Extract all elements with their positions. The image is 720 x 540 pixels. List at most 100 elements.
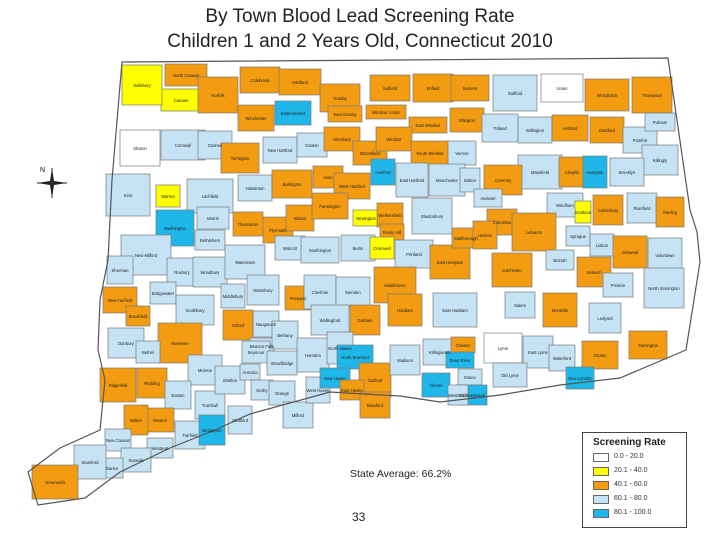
town-label: Suffield (383, 86, 398, 91)
legend-label: 20.1 - 40.0 (614, 467, 648, 474)
town-ansonia (239, 363, 261, 381)
town-north-stonington (643, 267, 685, 309)
town-label: Bozrah (553, 258, 567, 263)
town-label: Portland (406, 252, 422, 257)
town-thomaston (232, 211, 264, 237)
legend-label: 0.0 - 20.0 (614, 453, 644, 460)
town-label: Woodbury (200, 270, 220, 275)
town-label: Derby (256, 388, 268, 393)
town-bethel (135, 340, 161, 364)
town-salem (504, 291, 536, 319)
town-label: Manchester (436, 178, 458, 183)
town-east-lyme (522, 335, 554, 369)
town-new-canaan (104, 428, 132, 452)
town-label: Vernon (455, 151, 469, 156)
town-enfield (412, 73, 454, 103)
town-label: Lebanon (526, 230, 543, 235)
north-arrow-icon: N (37, 167, 67, 198)
town-label: East Lyme (528, 350, 548, 355)
town-label: Salisbury (133, 83, 151, 88)
town-label: Waterford (553, 356, 572, 361)
town-east-windsor (408, 116, 448, 134)
town-voluntown (647, 237, 683, 273)
legend-swatch (593, 481, 609, 490)
town-wallingford (310, 304, 350, 336)
town-haddam (387, 293, 423, 327)
town-label: Guilford (368, 378, 383, 383)
town-woodbury (192, 256, 228, 288)
town-label: Prospect (290, 296, 307, 301)
legend-label: 40.1 - 60.0 (614, 481, 648, 488)
legend-row: 0.0 - 20.0 (593, 453, 683, 463)
town-label: Putnam (653, 120, 668, 125)
town-label: Durham (358, 318, 373, 323)
town-label: Coventry (495, 178, 513, 183)
town-label: Ridgefield (109, 383, 128, 388)
town-label: Naugatuck (256, 322, 277, 327)
town-label: Groton (594, 353, 607, 358)
town-label: Old Saybrook (459, 393, 485, 398)
town-chaplin (558, 156, 586, 188)
town-ellington (449, 107, 485, 133)
town-label: Haddam (397, 308, 413, 313)
town-label: Brooklyn (619, 170, 636, 175)
town-label: Kent (124, 193, 133, 198)
town-label: Torrington (231, 156, 250, 161)
town-clinton (421, 372, 451, 398)
town-label: Lyme (498, 346, 509, 351)
town-label: East Haven (341, 388, 363, 393)
town-label: Weston (153, 418, 168, 423)
town-east-hartford (395, 162, 429, 198)
town-lebanon (511, 212, 557, 252)
town-salisbury (121, 64, 163, 106)
town-label: Thomaston (238, 222, 260, 227)
town-label: Cornwall (175, 143, 191, 148)
town-label: Clinton (429, 383, 443, 388)
town-label: Fairfield (183, 433, 199, 438)
town-stratford (227, 405, 253, 435)
town-label: Hartford (375, 170, 391, 175)
town-label: Seymour (248, 350, 265, 355)
town-label: Sterling (663, 210, 678, 215)
town-label: Woodbridge (271, 361, 294, 366)
town-label: Hebron (478, 233, 492, 238)
legend-label: 60.1 - 80.0 (614, 495, 648, 502)
town-east-haven (339, 379, 365, 401)
town-label: Middlebury (223, 294, 244, 299)
town-orange (268, 380, 296, 406)
town-groton (581, 340, 619, 370)
town-label: Canaan (174, 98, 189, 103)
town-canterbury (592, 194, 624, 226)
town-label: Deep River (450, 358, 472, 363)
town-colchester (491, 252, 533, 288)
legend-row: 40.1 - 60.0 (593, 481, 683, 491)
town-hartford (370, 158, 396, 186)
town-label: Lisbon (596, 243, 609, 248)
town-plainfield (626, 192, 658, 224)
town-winchester (237, 104, 275, 132)
town-east-haddam (432, 292, 478, 328)
town-label: East Haddam (442, 308, 468, 313)
town-label: Meriden (345, 290, 361, 295)
town-label: South Windsor (416, 151, 444, 156)
north-label: N (40, 167, 45, 174)
town-norwalk (120, 447, 152, 473)
town-label: Milford (292, 413, 305, 418)
town-milford (282, 401, 314, 429)
town-label: Wolcott (283, 246, 298, 251)
town-brookfield (125, 305, 151, 327)
town-label: Granby (333, 96, 348, 101)
town-label: Ellington (459, 118, 476, 123)
town-label: Oxford (232, 323, 245, 328)
town-label: Newington (356, 216, 376, 221)
town-label: North Haven (328, 346, 352, 351)
town-trumbull (194, 390, 226, 420)
town-label: Norfolk (211, 93, 225, 98)
town-label: Bethel (142, 350, 154, 355)
town-waterford (548, 344, 576, 372)
town-label: New Haven (324, 376, 346, 381)
town-label: Cheshire (312, 290, 329, 295)
town-label: Willington (526, 128, 545, 133)
town-label: Brookfield (129, 314, 148, 319)
town-label: Bloomfield (360, 151, 380, 156)
